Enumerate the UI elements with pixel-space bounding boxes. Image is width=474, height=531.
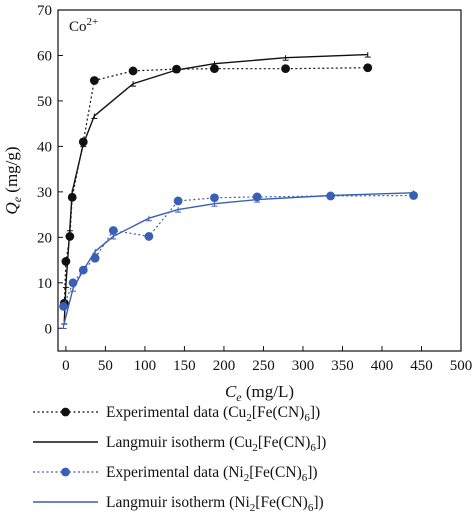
series-line-4 <box>62 192 414 327</box>
legend-entry-label: Langmuir isotherm (Cu2[Fe(CN)6]) <box>106 434 326 454</box>
data-point <box>144 232 154 241</box>
y-tick-label: 0 <box>45 321 53 337</box>
legend-marker <box>61 407 70 417</box>
legend-entry-label: Langmuir isotherm (Ni2[Fe(CN)6]) <box>106 494 324 514</box>
series-line-2 <box>63 53 368 322</box>
data-point <box>281 64 290 74</box>
data-point <box>363 63 373 73</box>
plot-frame <box>57 9 462 352</box>
y-axis-label: Qe (mg/g) <box>2 146 24 214</box>
legend-entry-label: Experimental data (Cu2[Fe(CN)6]) <box>106 404 320 424</box>
y-tick-label: 30 <box>37 185 52 201</box>
x-tick-label: 400 <box>371 358 394 374</box>
series-line-3 <box>62 194 414 307</box>
data-point <box>210 193 219 203</box>
x-tick-label: 50 <box>98 358 113 374</box>
data-point <box>108 226 118 235</box>
legend: Experimental data (Cu2[Fe(CN)6]) Langmuir… <box>33 404 326 514</box>
x-tick-label: 300 <box>292 358 315 374</box>
ion-annotation: Co2+ <box>69 16 98 35</box>
data-point <box>173 196 183 206</box>
y-tick-label: 60 <box>37 48 52 64</box>
x-tick-label: 500 <box>450 358 473 374</box>
x-tick-label: 0 <box>62 358 70 374</box>
y-tick-label: 50 <box>37 94 52 110</box>
x-axis-label: Ce (mg/L) <box>225 382 294 404</box>
y-tick-label: 20 <box>37 230 52 246</box>
legend-entry-label: Experimental data (Ni2[Fe(CN)6]) <box>106 464 318 484</box>
x-tick-label: 250 <box>252 358 275 374</box>
legend-marker <box>61 467 70 477</box>
y-tick-label: 10 <box>37 276 52 292</box>
x-tick-label: 150 <box>173 358 196 374</box>
x-tick-label: 450 <box>410 358 433 374</box>
x-tick-label: 200 <box>213 358 236 374</box>
data-point <box>59 302 68 311</box>
data-point <box>89 76 99 85</box>
series-layer <box>59 52 418 329</box>
data-point <box>61 257 71 266</box>
x-tick-label: 100 <box>134 358 157 374</box>
axes: 0 50 100 150 200 250 300 350 400 450 500 0 10 20 30 40 5… <box>2 3 472 404</box>
y-tick-label: 70 <box>37 3 52 19</box>
x-tick-label: 350 <box>331 358 354 374</box>
y-tick-label: 40 <box>37 139 52 155</box>
data-point <box>128 66 138 76</box>
